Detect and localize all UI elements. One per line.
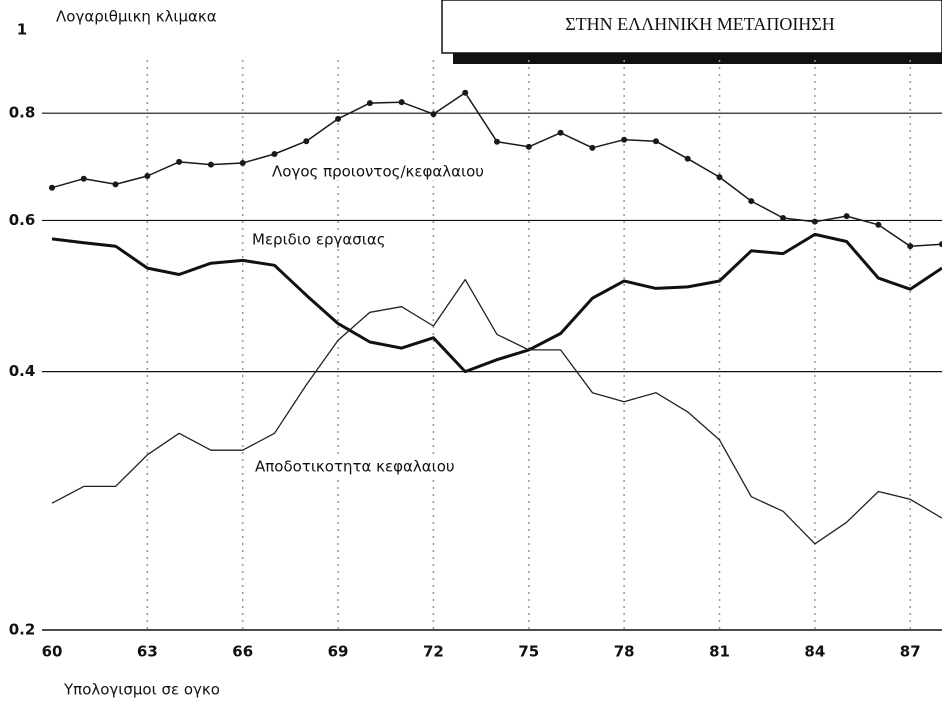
data-point [112,181,119,188]
data-point [589,144,596,151]
data-point [621,136,628,143]
data-point [462,89,469,96]
data-point [366,100,373,107]
y-axis-label: Λογαριθμικη κλιμακα [56,8,217,26]
x-tick-label: 87 [900,643,921,661]
title-box [441,0,942,54]
series-label-bg [253,457,457,476]
series-label-bg [250,230,388,249]
x-tick-label: 84 [804,643,825,661]
series-line [51,92,942,247]
series-label-bg [270,162,486,181]
x-tick-label: 75 [518,643,539,661]
data-point [80,175,87,182]
y-tick-label: 0.4 [9,362,36,380]
x-tick-label: 60 [42,643,63,661]
data-point [525,143,532,150]
data-point [811,218,818,225]
x-tick-label: 81 [709,643,730,661]
series-label: Λογος προιοντος/κεφαλαιου [272,163,484,181]
x-tick-label: 69 [328,643,349,661]
x-axis-label: Υπολογισμοι σε ογκο [63,681,220,699]
chart-title: ΣΤΗΝ ΕΛΛΗΝΙΚΗ ΜΕΤΑΠΟΙΗΣΗ [565,14,835,34]
data-point [684,155,691,162]
y-tick-label: 0.2 [9,621,36,639]
data-point [176,158,183,165]
data-point [335,115,342,122]
data-point [144,172,151,179]
series-label: Μεριδιο εργασιας [252,231,386,249]
title-shadow [453,52,942,64]
data-point [494,138,500,145]
data-point [748,198,755,205]
series-label: Αποδοτικοτητα κεφαλαιου [255,458,455,476]
data-point [843,213,850,220]
data-point [716,174,723,181]
data-point [875,221,882,228]
data-point [907,243,914,250]
data-point [939,241,942,248]
x-tick-label: 78 [614,643,635,661]
data-point [303,138,310,145]
y-tick-label: 0.8 [9,104,36,122]
x-tick-label: 72 [423,643,444,661]
y-tick-label: 1 [17,21,27,39]
data-point [271,151,278,158]
data-point [207,161,214,168]
x-tick-label: 63 [137,643,158,661]
data-point [430,111,437,118]
series-line [51,232,942,374]
data-point [780,214,787,221]
y-tick-label: 0.6 [9,211,36,229]
data-point [557,129,564,136]
x-tick-label: 66 [232,643,253,661]
data-point [239,159,246,166]
data-point [49,184,55,191]
data-point [652,138,659,145]
series-line [51,278,942,545]
data-point [398,99,405,106]
